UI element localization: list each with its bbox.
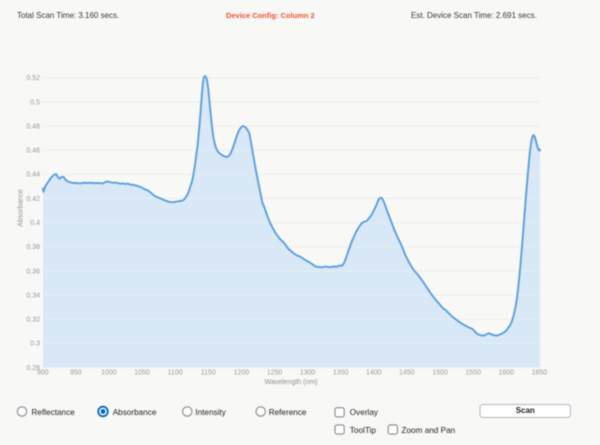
svg-text:1650: 1650 [532, 369, 548, 376]
svg-text:0.36: 0.36 [26, 268, 40, 275]
svg-text:0.38: 0.38 [26, 244, 40, 251]
svg-text:0.48: 0.48 [26, 124, 40, 131]
svg-text:950: 950 [70, 369, 82, 376]
svg-text:0.4: 0.4 [30, 220, 40, 227]
svg-text:0.52: 0.52 [26, 75, 40, 82]
svg-text:1200: 1200 [234, 369, 250, 376]
svg-text:1400: 1400 [366, 369, 382, 376]
svg-text:0.28: 0.28 [26, 365, 40, 372]
svg-text:0.34: 0.34 [26, 292, 40, 299]
svg-text:0.46: 0.46 [26, 148, 40, 155]
svg-text:900: 900 [37, 369, 49, 376]
svg-text:0.5: 0.5 [30, 99, 40, 106]
svg-text:1050: 1050 [134, 369, 150, 376]
svg-text:1550: 1550 [465, 369, 481, 376]
svg-text:1300: 1300 [300, 369, 316, 376]
svg-text:1600: 1600 [499, 369, 515, 376]
svg-text:0.3: 0.3 [30, 341, 40, 348]
svg-text:0.44: 0.44 [26, 172, 40, 179]
svg-text:0.32: 0.32 [26, 317, 40, 324]
svg-text:Wavelength (nm): Wavelength (nm) [264, 379, 317, 386]
svg-text:Absorbance: Absorbance [17, 189, 24, 226]
svg-text:1150: 1150 [201, 369, 216, 376]
svg-text:1100: 1100 [168, 369, 183, 376]
svg-text:0.42: 0.42 [26, 196, 40, 203]
svg-text:1000: 1000 [101, 369, 117, 376]
svg-text:1350: 1350 [333, 369, 349, 376]
svg-text:1450: 1450 [399, 369, 415, 376]
svg-text:1250: 1250 [267, 369, 283, 376]
svg-text:1500: 1500 [432, 369, 448, 376]
